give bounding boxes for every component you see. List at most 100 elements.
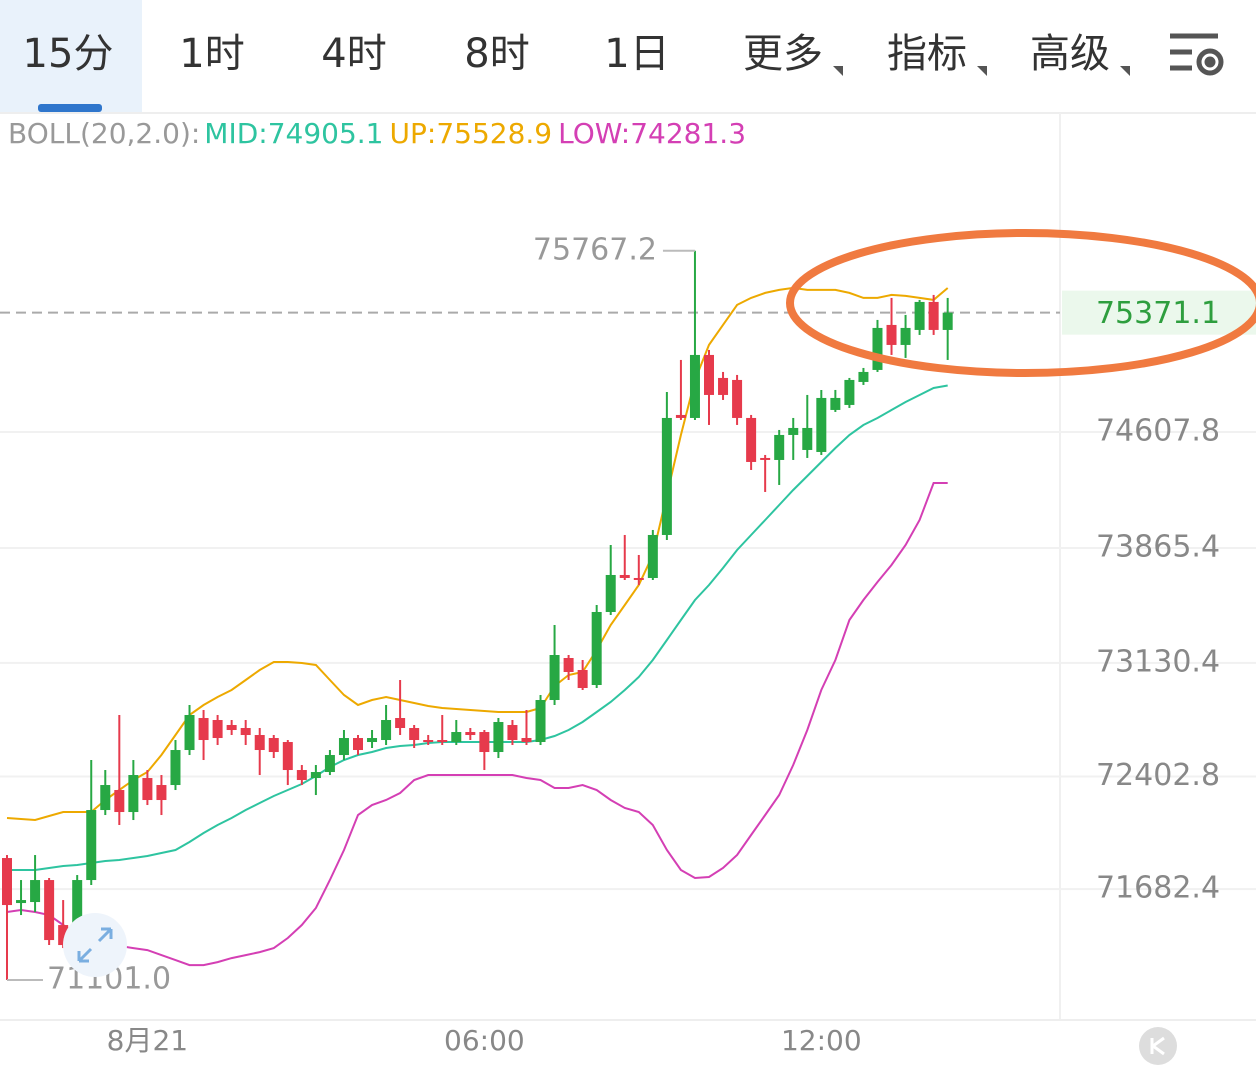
candle-body [296, 770, 307, 781]
highlight-ellipse [786, 229, 1256, 377]
candle-body [324, 755, 335, 773]
candle-body [240, 728, 251, 736]
candle-body [886, 324, 897, 345]
candle-body [465, 732, 476, 736]
candle-body [872, 327, 883, 370]
candle-body [704, 354, 714, 395]
tab[interactable]: 指标 [887, 31, 967, 77]
plot: 71682.4 72402.8 73130.4 73865.4 74607.8 8月21 0… [0, 232, 1256, 1057]
y-tick-label: 72402.8 [1096, 758, 1220, 793]
candle-body [689, 354, 700, 418]
candle-body [212, 720, 223, 739]
candle-body [44, 880, 55, 941]
candle-body [535, 700, 546, 743]
candle-body [142, 778, 153, 801]
candle-body [591, 611, 602, 686]
boll-line [6, 286, 949, 822]
candle-body [661, 417, 672, 535]
candle-body [816, 397, 827, 452]
candle-body [100, 785, 111, 811]
tabs: 15分 1时 4时 8时 1日 更多 指标 高级 [23, 31, 1130, 77]
candle-body [774, 434, 785, 460]
dropdown-caret [833, 66, 843, 76]
candle-body [310, 772, 321, 779]
active-tab-bg [0, 0, 142, 112]
candle-body [58, 925, 69, 946]
candle-body [16, 900, 27, 904]
candle-body [479, 732, 490, 753]
candle-body [563, 658, 574, 673]
candle-body [521, 738, 532, 743]
candle-body [942, 312, 953, 330]
y-tick-label: 73865.4 [1096, 529, 1220, 564]
candle-body [732, 379, 743, 418]
x-tick-label: 8月21 [107, 1024, 188, 1057]
candle-body [675, 414, 686, 418]
candle-body [282, 742, 293, 771]
expand-button[interactable] [63, 913, 127, 977]
tab[interactable]: 更多 [743, 31, 823, 77]
candle-body [633, 577, 644, 580]
candle-body [353, 738, 363, 751]
legend-entry: UP:75528.9 [390, 117, 553, 150]
settings-icon[interactable] [1170, 33, 1224, 76]
candle-body [760, 457, 771, 460]
k-button[interactable] [1139, 1027, 1177, 1065]
candle-body [254, 735, 265, 751]
candle-body [507, 725, 518, 741]
candle-body [858, 371, 869, 382]
candle-body [367, 738, 378, 743]
candle-body [844, 379, 855, 405]
y-tick-label: 74607.8 [1096, 413, 1220, 448]
candle-body [900, 327, 911, 345]
x-tick-label: 12:00 [781, 1024, 862, 1057]
active-tab-bar [38, 104, 102, 112]
candle-body [718, 377, 729, 395]
candle-body [928, 301, 939, 330]
candle-body [451, 732, 462, 743]
tab[interactable]: 8时 [464, 31, 529, 77]
candle-body [830, 397, 841, 410]
tab[interactable]: 1时 [179, 31, 244, 77]
y-tick-label: 73130.4 [1096, 644, 1220, 679]
legend-entry: MID:74905.1 [204, 117, 383, 150]
legend-entry: LOW:74281.3 [558, 117, 746, 150]
candle-body [493, 722, 504, 753]
tab[interactable]: 1日 [604, 31, 669, 77]
candle-body [409, 728, 420, 741]
boll-line [7, 384, 948, 871]
indicator-title: BOLL(20,2.0): [8, 117, 200, 150]
candle-body [605, 574, 616, 612]
candle-body [619, 574, 630, 578]
candle-body [437, 740, 448, 743]
tab[interactable]: 15分 [23, 31, 114, 77]
candle-body [381, 720, 392, 741]
candle-body [226, 725, 237, 731]
candle-body [198, 718, 209, 741]
candle-body [338, 738, 349, 756]
candle-body [549, 654, 560, 701]
dropdown-caret [1120, 66, 1130, 76]
x-tick-label: 06:00 [444, 1024, 525, 1057]
candle-body [184, 715, 195, 751]
candle-body [156, 785, 167, 801]
high-label: 75767.2 [533, 232, 657, 267]
candle-body [114, 790, 125, 813]
y-tick-label: 71682.4 [1096, 871, 1220, 906]
candle-body [914, 301, 925, 330]
candle-body [802, 427, 813, 450]
candle-body [86, 810, 97, 881]
candle-body [2, 858, 12, 906]
tab[interactable]: 4时 [321, 31, 386, 77]
indicator-legend: BOLL(20,2.0): MID:74905.1 UP:75528.9 LOW:7… [8, 117, 746, 150]
boll-line [6, 482, 948, 967]
candle-body [746, 417, 757, 462]
candle-body [170, 750, 181, 786]
tab[interactable]: 高级 [1030, 31, 1110, 77]
candle-body [268, 738, 279, 753]
candle-body [128, 775, 139, 813]
candle-body [577, 670, 588, 689]
candle-body [788, 427, 799, 435]
dropdown-caret [977, 66, 987, 76]
